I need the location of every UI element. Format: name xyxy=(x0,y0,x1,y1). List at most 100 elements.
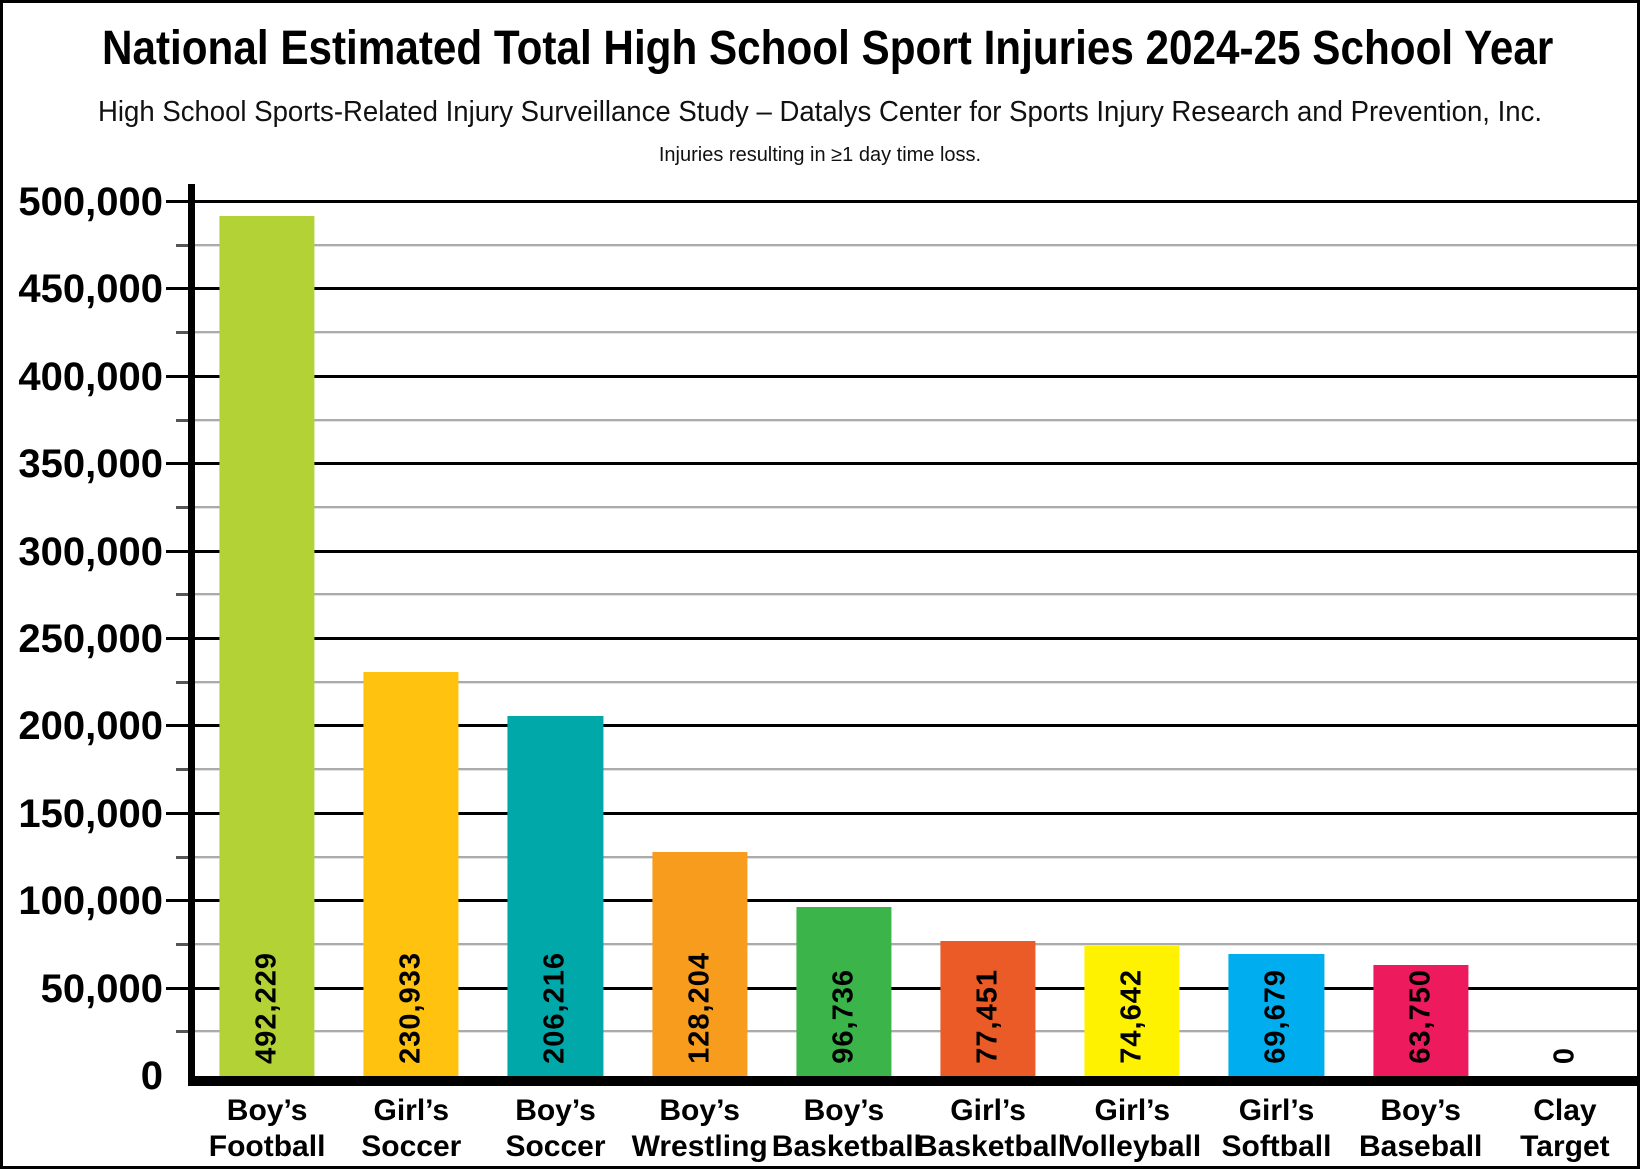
y-axis-tick xyxy=(166,374,188,378)
y-axis-tick xyxy=(166,899,188,903)
x-axis-label-line: Softball xyxy=(1221,1130,1332,1163)
minor-gridline xyxy=(195,855,1637,859)
y-axis-tick xyxy=(176,243,188,247)
bar-value-label-girls-softball: 69,679 xyxy=(1259,969,1292,1064)
y-axis-tick xyxy=(176,768,188,772)
major-gridline xyxy=(195,724,1637,728)
y-axis-tick-label: 300,000 xyxy=(18,529,163,574)
bar-boys-football xyxy=(219,215,315,1076)
x-axis-label-boys-soccer: Boy’s Soccer xyxy=(483,1093,627,1166)
minor-gridline xyxy=(195,331,1637,335)
minor-gridline xyxy=(195,680,1637,684)
y-axis-tick-label: 500,000 xyxy=(18,180,163,224)
bar-slot-girls-softball: 69,679 xyxy=(1204,184,1348,1076)
x-axis-label-line: Girl’s xyxy=(373,1094,450,1127)
y-axis-tick-label: 350,000 xyxy=(18,442,163,487)
y-axis-tick-label: 400,000 xyxy=(18,354,163,399)
x-axis-label-line: Boy’s xyxy=(659,1094,740,1127)
x-axis-label-line: Basketball xyxy=(916,1130,1067,1163)
bar-slot-boys-wrestling: 128,204 xyxy=(628,184,772,1076)
y-axis-tick xyxy=(176,1030,188,1034)
plot-area: 492,229 230,933 206,216 128,204 96,736 77,451… xyxy=(166,184,1637,1086)
x-axis-label-line: Soccer xyxy=(505,1130,606,1163)
chart-title-text: National Estimated Total High School Spo… xyxy=(101,22,1554,75)
x-axis-label-boys-football: Boy’s Football xyxy=(195,1093,339,1166)
x-axis-label-line: Wrestling xyxy=(631,1130,768,1163)
y-axis-tick xyxy=(176,418,188,422)
major-gridline xyxy=(195,986,1637,990)
y-axis-tick-label: 450,000 xyxy=(18,267,163,312)
y-axis-tick xyxy=(166,200,188,203)
minor-gridline xyxy=(195,243,1637,247)
major-gridline xyxy=(195,899,1637,903)
y-axis-tick xyxy=(166,462,188,466)
minor-gridline xyxy=(195,942,1637,946)
x-axis-label-girls-softball: Girl’s Softball xyxy=(1204,1093,1348,1166)
x-axis-label-line: Girl’s xyxy=(1094,1094,1171,1127)
y-axis-tick xyxy=(176,942,188,946)
x-axis-label-clay-target: Clay Target xyxy=(1493,1093,1637,1166)
x-axis-label-line: Boy’s xyxy=(803,1094,885,1127)
x-axis-label-boys-basketball: Boy’s Basketball xyxy=(771,1093,922,1166)
major-gridline xyxy=(195,462,1637,466)
y-axis-tick-label: 150,000 xyxy=(18,791,163,836)
bar-boys-wrestling xyxy=(652,851,748,1076)
bar-slot-girls-volleyball: 74,642 xyxy=(1060,184,1204,1076)
x-axis-label-line: Baseball xyxy=(1358,1130,1483,1163)
x-axis-label-boys-baseball: Boy’s Baseball xyxy=(1349,1093,1493,1166)
chart-title: National Estimated Total High School Spo… xyxy=(3,19,1637,79)
x-axis-label-line: Clay xyxy=(1533,1094,1597,1127)
major-gridline xyxy=(195,200,1637,203)
bar-value-label-boys-wrestling: 128,204 xyxy=(683,952,716,1064)
x-axis-label-line: Target xyxy=(1520,1130,1610,1163)
bar-girls-softball xyxy=(1228,954,1325,1076)
bar-value-label-girls-basketball: 77,451 xyxy=(971,969,1004,1064)
y-axis-tick xyxy=(176,593,188,597)
minor-gridline xyxy=(195,505,1637,509)
y-axis-tick-label: 100,000 xyxy=(18,879,163,924)
minor-gridline xyxy=(195,593,1637,597)
bar-slot-boys-soccer: 206,216 xyxy=(483,184,627,1076)
bar-slot-clay-target: 0 xyxy=(1493,184,1637,1076)
bar-value-label-girls-volleyball: 74,642 xyxy=(1115,969,1148,1064)
bar-boys-basketball xyxy=(796,906,892,1076)
chart-subtitle-text: High School Sports-Related Injury Survei… xyxy=(97,96,1543,128)
y-axis-tick xyxy=(176,505,188,509)
major-gridline xyxy=(195,811,1637,815)
bar-slot-boys-basketball: 96,736 xyxy=(772,184,916,1076)
bar-boys-soccer xyxy=(507,715,604,1076)
x-axis-label-line: Basketball xyxy=(771,1130,922,1163)
y-axis-tick xyxy=(176,680,188,684)
minor-gridline xyxy=(195,418,1637,422)
y-axis-tick-label: 200,000 xyxy=(18,704,163,749)
bar-value-label-girls-soccer: 230,933 xyxy=(394,952,427,1064)
bar-slot-boys-football: 492,229 xyxy=(195,184,339,1076)
y-axis-tick xyxy=(166,549,188,553)
x-axis-label-girls-soccer: Girl’s Soccer xyxy=(339,1093,483,1166)
bar-value-label-boys-soccer: 206,216 xyxy=(538,952,571,1064)
chart-subtitle: High School Sports-Related Injury Survei… xyxy=(3,93,1637,131)
minor-gridline xyxy=(195,1030,1637,1034)
y-axis-tick xyxy=(166,811,188,815)
chart-note: Injuries resulting in ≥1 day time loss. xyxy=(658,144,982,166)
y-axis-tick xyxy=(176,855,188,859)
x-axis-label-boys-wrestling: Boy’s Wrestling xyxy=(628,1093,772,1166)
y-axis-labels: 0 50,000 100,000 150,000 200,000 250,000 300,0… xyxy=(3,3,163,1166)
bar-girls-soccer xyxy=(363,672,459,1076)
y-axis-tick xyxy=(166,724,188,728)
y-axis-tick xyxy=(176,331,188,335)
bar-slot-girls-basketball: 77,451 xyxy=(916,184,1060,1076)
major-gridline xyxy=(195,287,1637,291)
y-axis-tick-label: 250,000 xyxy=(18,617,163,661)
major-gridline xyxy=(195,374,1637,378)
y-axis-tick-label: 50,000 xyxy=(40,966,163,1011)
x-axis-label-line: Soccer xyxy=(361,1130,462,1163)
x-axis-label-line: Volleyball xyxy=(1063,1130,1202,1163)
x-axis-labels: Boy’s Football Girl’s Soccer Boy’s Soccer Boy’… xyxy=(195,1093,1637,1166)
y-axis-tick xyxy=(166,637,188,640)
bar-value-label-boys-football: 492,229 xyxy=(250,952,283,1064)
major-gridline xyxy=(195,637,1637,640)
x-axis-label-line: Boy’s xyxy=(515,1094,596,1127)
x-axis-label-line: Boy’s xyxy=(226,1094,308,1127)
